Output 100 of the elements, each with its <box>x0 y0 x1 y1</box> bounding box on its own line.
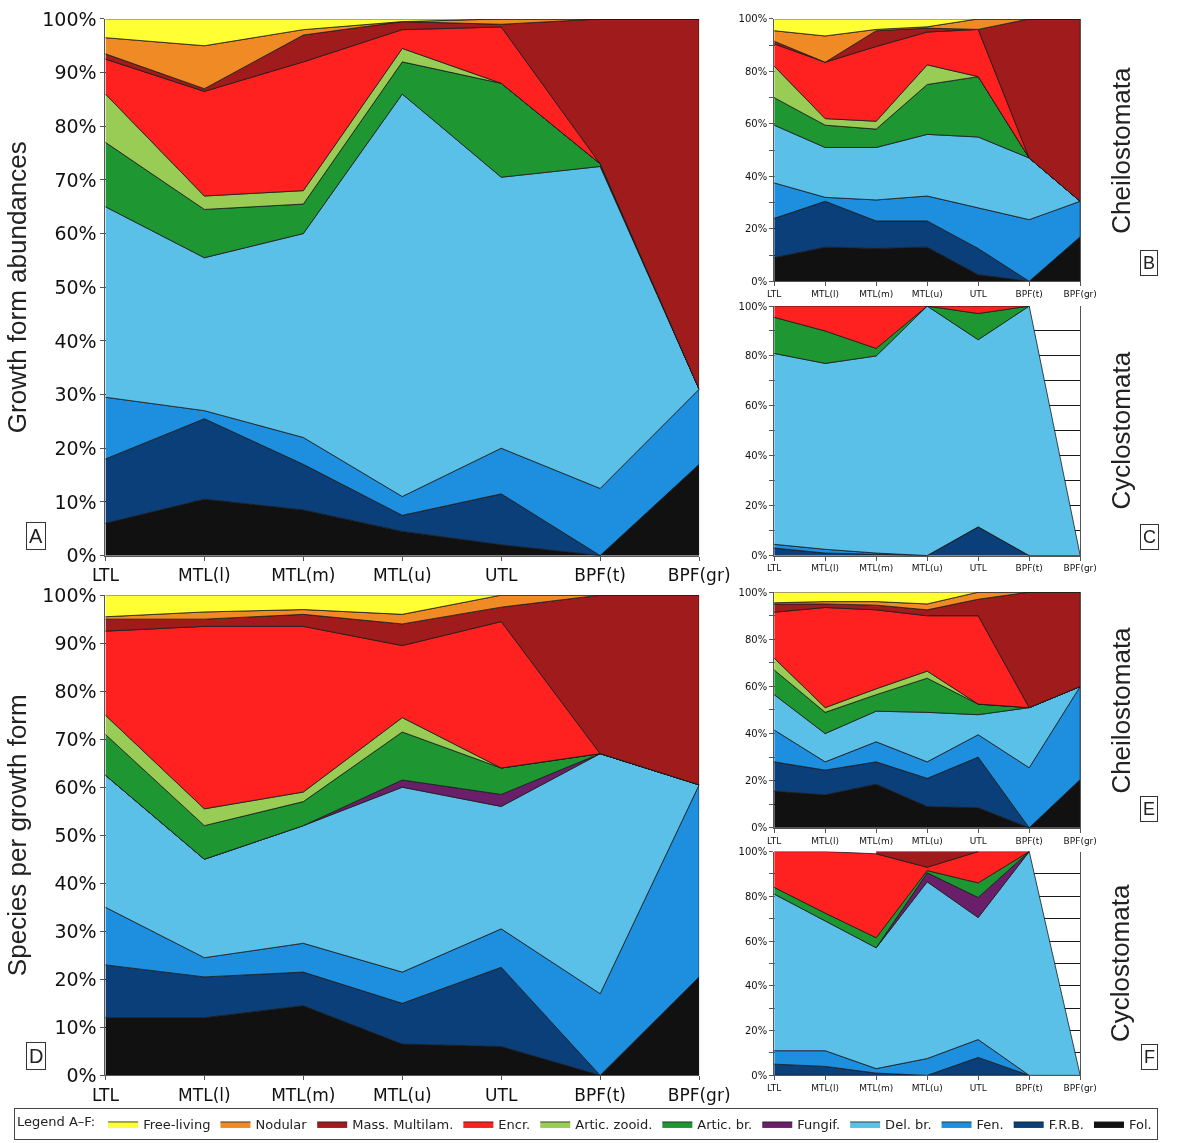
y-tick-label: 20% <box>54 436 97 459</box>
y-tick-label: 100% <box>738 13 768 25</box>
y-tick-label: 0% <box>751 275 768 287</box>
text: B <box>1143 253 1156 273</box>
text: A <box>29 525 43 547</box>
y-tick-label: 50% <box>54 275 97 298</box>
y-tick-label: 40% <box>54 329 97 352</box>
y-tick-label: 0% <box>751 1069 768 1081</box>
x-tick-label: BPF(gr) <box>1063 835 1097 846</box>
y-tick-label: 20% <box>744 500 768 512</box>
x-tick-label: LTL <box>767 289 782 300</box>
y-tick-label: 40% <box>744 450 768 462</box>
x-tick-label: BPF(t) <box>574 564 626 585</box>
x-tick-label: UTL <box>969 1083 987 1094</box>
text: E <box>1143 799 1156 819</box>
y-tick-label: 10% <box>54 490 97 513</box>
x-tick-label: LTL <box>91 1084 120 1105</box>
y-tick-label: 40% <box>744 980 768 992</box>
y-axis-title: Cheilostomata <box>1105 66 1136 234</box>
y-tick-label: 50% <box>54 823 97 846</box>
legend-label: Fungif. <box>797 1117 841 1133</box>
x-tick-label: MTL(l) <box>811 835 840 846</box>
x-tick-label: MTL(u) <box>911 563 943 574</box>
x-tick-label: BPF(t) <box>1015 1083 1043 1094</box>
y-tick-label: 60% <box>54 222 97 245</box>
y-tick-label: 20% <box>744 1025 768 1037</box>
x-tick-label: BPF(gr) <box>667 564 731 585</box>
x-tick-label: MTL(u) <box>911 835 943 846</box>
y-tick-label: 30% <box>54 919 97 942</box>
x-tick-label: UTL <box>969 289 987 300</box>
y-tick-label: 70% <box>54 727 97 750</box>
x-tick-label: BPF(gr) <box>1063 289 1097 300</box>
y-axis-title: Species per growth form <box>1 694 32 977</box>
y-tick-label: 100% <box>738 846 768 858</box>
legend-label: Encr. <box>498 1117 531 1133</box>
y-tick-label: 80% <box>744 350 768 362</box>
text: F <box>1144 1047 1155 1067</box>
x-tick-label: MTL(m) <box>271 1084 336 1105</box>
y-tick-label: 100% <box>42 583 97 606</box>
y-axis-title: Cyclostomata <box>1105 351 1136 510</box>
legend-label: Mass. Multilam. <box>352 1117 454 1133</box>
y-tick-label: 0% <box>66 544 97 567</box>
y-tick-label: 60% <box>744 118 768 130</box>
x-tick-label: UTL <box>485 1084 518 1105</box>
x-tick-label: MTL(l) <box>811 289 840 300</box>
y-axis-title: Cheilostomata <box>1105 626 1136 794</box>
x-tick-label: MTL(l) <box>811 563 840 574</box>
y-tick-label: 80% <box>744 65 768 77</box>
x-tick-label: MTL(l) <box>178 564 231 585</box>
x-tick-label: MTL(m) <box>859 563 894 574</box>
x-tick-label: BPF(t) <box>1015 563 1043 574</box>
x-tick-label: BPF(t) <box>1015 835 1043 846</box>
x-tick-label: MTL(l) <box>811 1083 840 1094</box>
x-tick-label: BPF(t) <box>1015 289 1043 300</box>
y-tick-label: 20% <box>744 223 768 235</box>
x-tick-label: LTL <box>91 564 120 585</box>
y-tick-label: 100% <box>42 7 97 30</box>
y-tick-label: 0% <box>751 822 768 834</box>
y-tick-label: 100% <box>738 586 768 598</box>
legend-label: Artic. br. <box>697 1117 753 1133</box>
legend-label: Del. br. <box>885 1117 932 1133</box>
x-tick-label: BPF(gr) <box>1063 563 1097 574</box>
y-tick-label: 40% <box>744 728 768 740</box>
y-tick-label: 60% <box>744 680 768 692</box>
x-tick-label: BPF(gr) <box>667 1084 731 1105</box>
text: C <box>1143 527 1156 547</box>
x-tick-label: MTL(u) <box>373 564 432 585</box>
x-tick-label: MTL(u) <box>911 1083 943 1094</box>
y-tick-label: 0% <box>66 1063 97 1086</box>
x-tick-label: MTL(m) <box>271 564 336 585</box>
y-tick-label: 60% <box>744 400 768 412</box>
x-tick-label: LTL <box>767 563 782 574</box>
x-tick-label: MTL(m) <box>859 289 894 300</box>
x-tick-label: MTL(m) <box>859 835 894 846</box>
x-tick-label: BPF(gr) <box>1063 1083 1097 1094</box>
y-tick-label: 60% <box>744 935 768 947</box>
x-tick-label: LTL <box>767 835 782 846</box>
y-tick-label: 20% <box>54 967 97 990</box>
y-tick-label: 90% <box>54 631 97 654</box>
y-tick-label: 80% <box>54 679 97 702</box>
y-tick-label: 80% <box>744 890 768 902</box>
y-tick-label: 100% <box>738 300 768 312</box>
x-tick-label: BPF(t) <box>574 1084 626 1105</box>
y-tick-label: 80% <box>54 114 97 137</box>
x-tick-label: MTL(l) <box>178 1084 231 1105</box>
legend-label: Artic. zooid. <box>575 1117 653 1133</box>
text: D <box>29 1045 44 1067</box>
x-tick-label: UTL <box>969 563 987 574</box>
legend-label: Free-living <box>143 1117 211 1133</box>
x-tick-label: MTL(u) <box>911 289 943 300</box>
legend-label: Fen. <box>976 1117 1004 1133</box>
legend-title: Legend A–F: <box>17 1113 96 1129</box>
y-axis-title: Growth form abundances <box>1 141 32 434</box>
y-tick-label: 70% <box>54 168 97 191</box>
y-tick-label: 20% <box>744 775 768 787</box>
x-tick-label: UTL <box>485 564 518 585</box>
x-tick-label: MTL(u) <box>373 1084 432 1105</box>
y-tick-label: 90% <box>54 61 97 84</box>
x-tick-label: MTL(m) <box>859 1083 894 1094</box>
y-tick-label: 30% <box>54 383 97 406</box>
